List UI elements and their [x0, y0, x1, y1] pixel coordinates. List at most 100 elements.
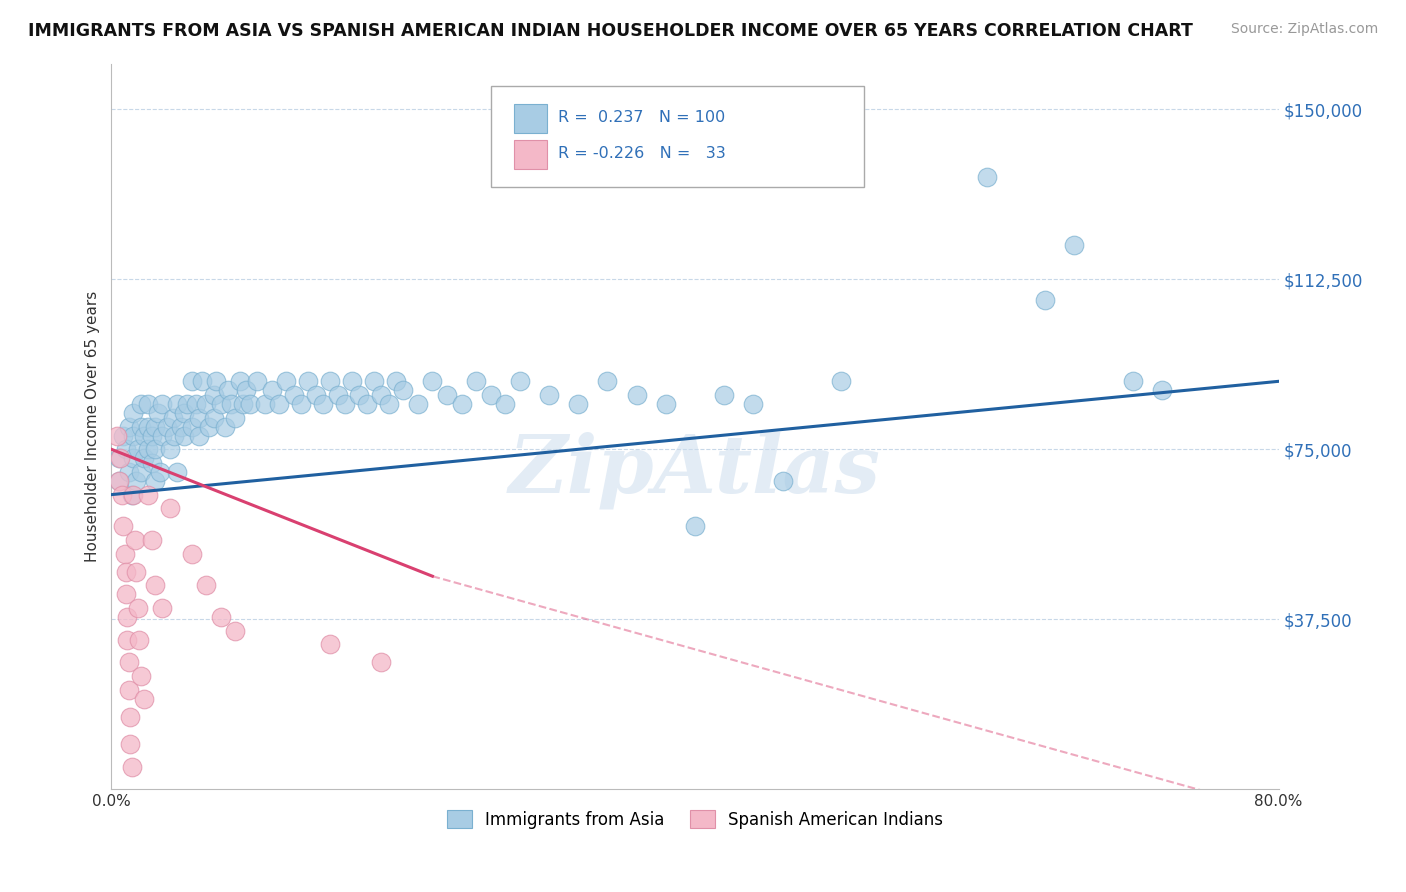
Point — [162, 410, 184, 425]
Point — [163, 428, 186, 442]
Point — [111, 488, 134, 502]
Point — [117, 610, 139, 624]
Point — [370, 656, 392, 670]
Point — [125, 474, 148, 488]
Point — [166, 397, 188, 411]
Point — [312, 397, 335, 411]
Point — [349, 388, 371, 402]
Point — [173, 406, 195, 420]
Point — [830, 374, 852, 388]
Point — [143, 419, 166, 434]
Point — [195, 578, 218, 592]
Point — [127, 601, 149, 615]
Point — [143, 442, 166, 457]
Point — [305, 388, 328, 402]
Point — [260, 384, 283, 398]
Point — [385, 374, 408, 388]
Point — [333, 397, 356, 411]
Point — [115, 565, 138, 579]
Point — [118, 656, 141, 670]
Point — [406, 397, 429, 411]
Point — [180, 547, 202, 561]
Point — [125, 565, 148, 579]
Point — [290, 397, 312, 411]
Point — [156, 419, 179, 434]
Point — [370, 388, 392, 402]
Point — [121, 759, 143, 773]
Point — [184, 397, 207, 411]
Point — [479, 388, 502, 402]
Point — [105, 428, 128, 442]
Point — [1122, 374, 1144, 388]
Point — [143, 474, 166, 488]
Point — [129, 397, 152, 411]
Point — [122, 451, 145, 466]
Point — [392, 384, 415, 398]
Point — [112, 428, 135, 442]
Point — [356, 397, 378, 411]
Point — [626, 388, 648, 402]
Point — [118, 682, 141, 697]
Point — [118, 465, 141, 479]
Point — [129, 465, 152, 479]
Point — [143, 578, 166, 592]
Text: ZipAtlas: ZipAtlas — [509, 432, 882, 509]
Point — [202, 388, 225, 402]
Point — [229, 374, 252, 388]
Point — [141, 428, 163, 442]
Point — [159, 501, 181, 516]
Point — [180, 374, 202, 388]
Point — [114, 547, 136, 561]
Point — [115, 587, 138, 601]
Point — [107, 474, 129, 488]
Point — [326, 388, 349, 402]
Point — [253, 397, 276, 411]
Point — [118, 419, 141, 434]
Point — [246, 374, 269, 388]
Point — [141, 533, 163, 547]
Point — [283, 388, 305, 402]
Point — [319, 637, 342, 651]
Point — [128, 632, 150, 647]
Bar — [515, 140, 547, 169]
Point — [136, 488, 159, 502]
Point — [136, 442, 159, 457]
Point — [209, 610, 232, 624]
Point — [152, 428, 174, 442]
Point — [450, 397, 472, 411]
Point — [108, 451, 131, 466]
Point — [224, 410, 246, 425]
Point — [297, 374, 319, 388]
Point — [976, 170, 998, 185]
Text: R =  0.237   N = 100: R = 0.237 N = 100 — [558, 111, 725, 125]
Point — [567, 397, 589, 411]
Point — [124, 533, 146, 547]
Point — [122, 488, 145, 502]
Point — [120, 709, 142, 723]
Point — [132, 691, 155, 706]
Point — [377, 397, 399, 411]
Point — [224, 624, 246, 638]
Point — [132, 428, 155, 442]
Point — [494, 397, 516, 411]
Point — [107, 451, 129, 466]
Point — [120, 737, 142, 751]
Text: R = -0.226   N =   33: R = -0.226 N = 33 — [558, 146, 727, 161]
Point — [1033, 293, 1056, 307]
Text: Source: ZipAtlas.com: Source: ZipAtlas.com — [1230, 22, 1378, 37]
Point — [214, 419, 236, 434]
Point — [538, 388, 561, 402]
Point — [232, 397, 254, 411]
Point — [121, 488, 143, 502]
Point — [152, 601, 174, 615]
Point — [319, 374, 342, 388]
Point — [596, 374, 619, 388]
Point — [173, 428, 195, 442]
Point — [129, 419, 152, 434]
Point — [129, 669, 152, 683]
Point — [159, 442, 181, 457]
Point — [269, 397, 291, 411]
Point — [115, 442, 138, 457]
Point — [136, 419, 159, 434]
Point — [772, 474, 794, 488]
